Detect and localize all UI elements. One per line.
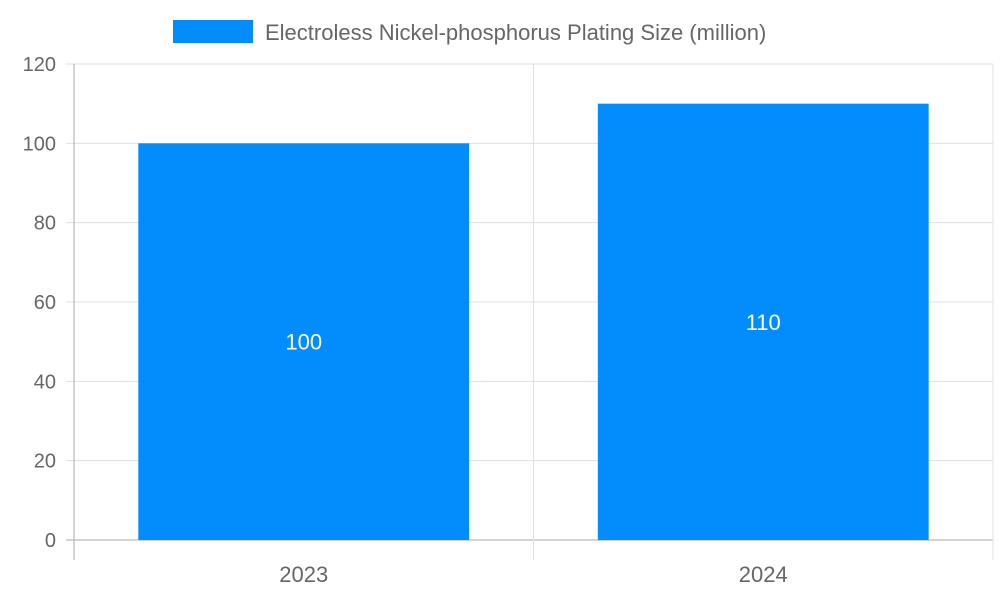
y-tick-label: 20 — [34, 451, 56, 473]
data-label: 100 — [285, 330, 322, 355]
y-tick-label: 120 — [23, 54, 56, 76]
legend[interactable]: Electroless Nickel-phosphorus Plating Si… — [173, 20, 766, 45]
bars: 100 110 — [138, 103, 929, 541]
y-tick-label: 40 — [34, 371, 56, 393]
bar-2024 — [597, 103, 929, 541]
x-tick-label: 2024 — [739, 562, 788, 587]
data-label: 110 — [746, 310, 781, 335]
y-tick-label: 100 — [23, 133, 56, 155]
legend-label: Electroless Nickel-phosphorus Plating Si… — [265, 20, 766, 45]
bar-2023 — [138, 143, 470, 541]
y-tick-label: 80 — [34, 213, 56, 235]
y-tick-label: 0 — [45, 530, 56, 552]
axes: 0 20 40 60 80 100 120 2023 2024 — [23, 54, 788, 587]
x-tick-label: 2023 — [279, 562, 328, 587]
legend-swatch — [173, 20, 253, 43]
y-tick-label: 60 — [34, 292, 56, 314]
